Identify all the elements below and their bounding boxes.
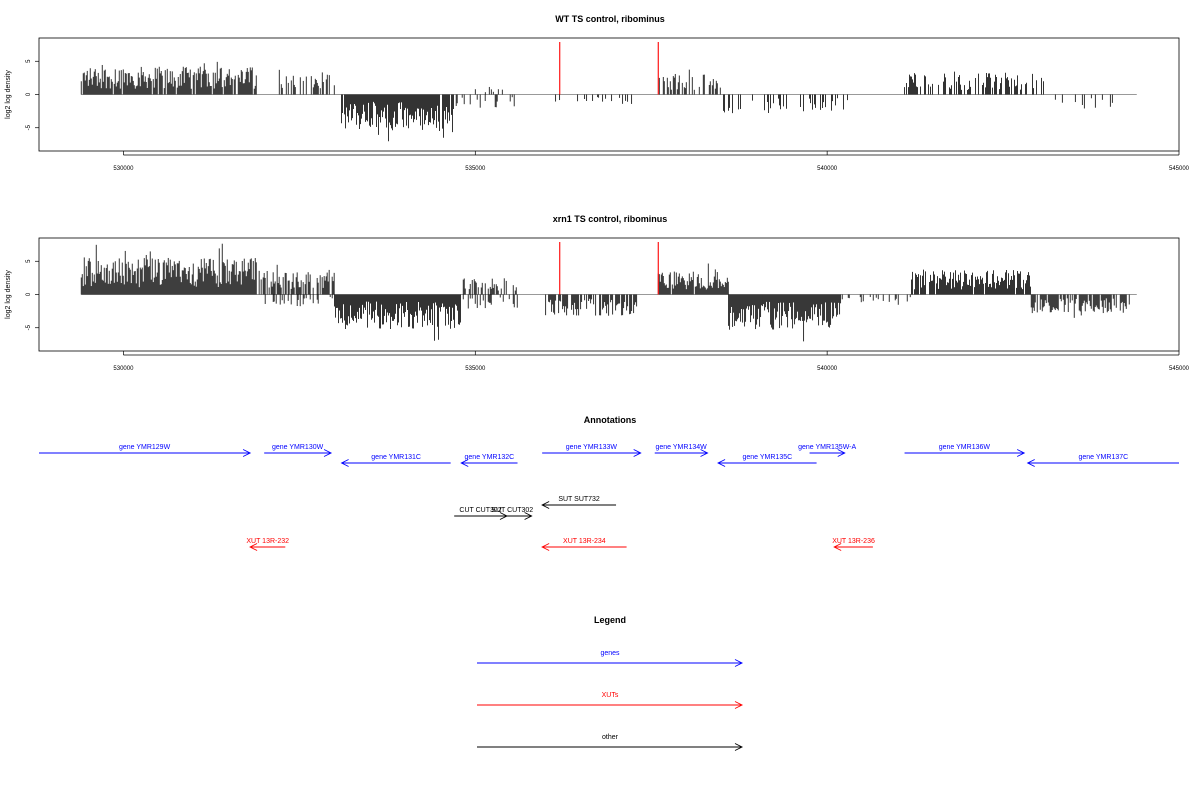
feature-label: gene YMR133W	[566, 444, 618, 451]
feature-label: SUT SUT732	[558, 496, 600, 503]
arrow-head	[734, 743, 744, 751]
feature-label: gene YMR135W-A	[798, 444, 856, 451]
legend-arrow	[477, 743, 744, 751]
legend-label: genes	[600, 650, 620, 657]
legend-arrow	[477, 659, 744, 667]
y-tick-label: 5	[26, 59, 32, 63]
arrow-head	[837, 449, 846, 457]
feature-arrow	[654, 449, 709, 457]
feature-arrow	[904, 449, 1026, 457]
feature-label: gene YMR137C	[1079, 454, 1129, 461]
feature-label: gene YMR136W	[939, 444, 991, 451]
arrow-head	[734, 659, 744, 667]
y-tick-label: 0	[26, 292, 32, 296]
panel-title: xrn1 TS control, ribominus	[553, 214, 668, 224]
x-tick-label: 545000	[1169, 366, 1190, 372]
feature-arrow	[1026, 459, 1179, 467]
annotations-panel: Annotations gene YMR129W gene YMR130W gene…	[39, 415, 1179, 551]
x-tick-label: 530000	[113, 166, 134, 172]
arrow-head	[541, 501, 550, 509]
feature-label: gene YMR134W	[656, 444, 708, 451]
legend-panel: Legend genes XUTs other	[477, 615, 744, 751]
feature-arrow	[460, 459, 518, 467]
legend-label: XUTs	[602, 692, 619, 699]
feature-arrow	[39, 449, 252, 457]
y-tick-label: -5	[26, 124, 32, 130]
legend-label: other	[602, 734, 619, 741]
feature-label: gene YMR131C	[371, 454, 421, 461]
arrow-head	[242, 449, 252, 457]
feature-arrow	[809, 449, 846, 457]
legend-arrow	[477, 701, 744, 709]
y-axis-label: log2 log density	[5, 270, 12, 319]
x-tick-label: 540000	[817, 166, 838, 172]
x-tick-label: 535000	[465, 366, 486, 372]
feature-arrow	[833, 543, 873, 551]
y-tick-label: -5	[26, 324, 32, 330]
arrow-head	[460, 459, 469, 467]
arrow-head	[323, 449, 333, 457]
feature-arrow	[492, 512, 533, 520]
arrow-head	[1026, 459, 1035, 467]
feature-arrow	[542, 449, 642, 457]
feature-arrow	[541, 501, 617, 509]
x-tick-label: 540000	[817, 366, 838, 372]
feature-label: gene YMR130W	[272, 444, 324, 451]
y-tick-label: 5	[26, 259, 32, 263]
arrow-head	[1016, 449, 1026, 457]
wt-coverage-panel: WT TS control, ribominus log2 log density…	[5, 14, 1190, 172]
arrow-head	[734, 701, 744, 709]
arrow-head	[340, 459, 349, 467]
arrow-head	[249, 543, 258, 551]
x-tick-label: 535000	[465, 166, 486, 172]
feature-label: gene YMR132C	[465, 454, 515, 461]
feature-arrow	[541, 543, 627, 551]
xrn1-coverage-panel: xrn1 TS control, ribominus log2 log densi…	[5, 214, 1190, 372]
feature-arrow	[340, 459, 451, 467]
feature-arrow	[249, 543, 286, 551]
feature-arrow	[264, 449, 333, 457]
x-tick-label: 545000	[1169, 166, 1190, 172]
feature-label: CUT CUT302	[459, 507, 501, 514]
feature-label: SUT CUT302	[491, 507, 533, 514]
y-tick-label: 0	[26, 92, 32, 96]
arrow-head	[524, 512, 533, 520]
feature-label: gene YMR129W	[119, 444, 171, 451]
panel-title: WT TS control, ribominus	[555, 14, 665, 24]
x-tick-label: 530000	[113, 366, 134, 372]
feature-label: XUT 13R-232	[246, 538, 289, 545]
feature-label: gene YMR135C	[742, 454, 792, 461]
arrow-head	[633, 449, 642, 457]
arrow-head	[700, 449, 709, 457]
feature-arrow	[717, 459, 817, 467]
annotations-title: Annotations	[584, 415, 637, 425]
y-axis-label: log2 log density	[5, 70, 12, 119]
feature-label: XUT 13R-236	[832, 538, 875, 545]
arrow-head	[717, 459, 726, 467]
legend-title: Legend	[594, 615, 626, 625]
feature-label: XUT 13R-234	[563, 538, 606, 545]
arrow-head	[541, 543, 550, 551]
arrow-head	[833, 543, 842, 551]
